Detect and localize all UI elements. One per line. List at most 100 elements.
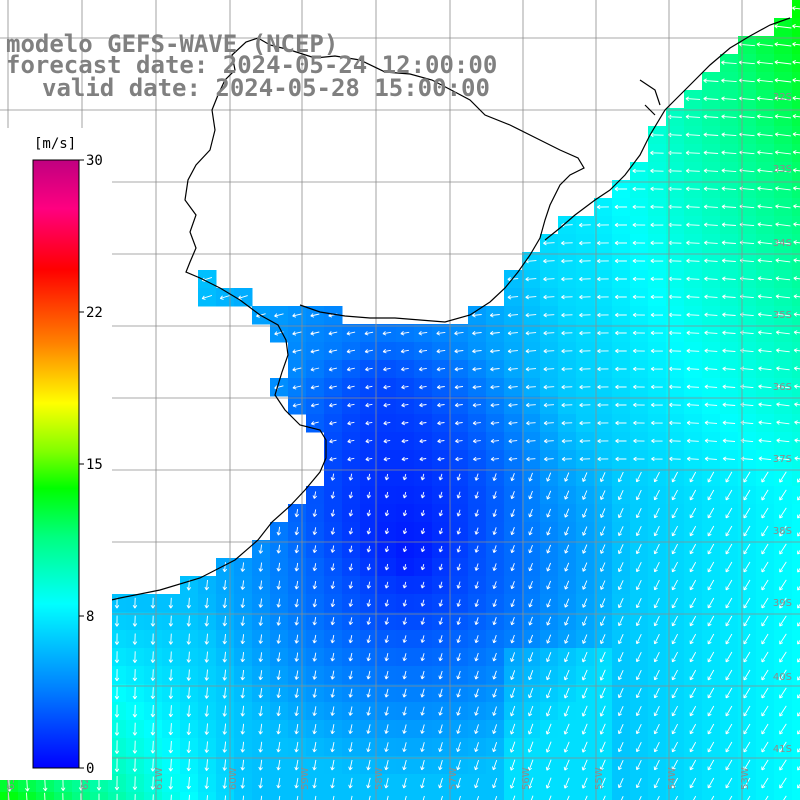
wind-arrow — [579, 276, 591, 282]
wind-arrow — [650, 330, 664, 336]
wind-arrow — [757, 294, 772, 299]
wind-arrow — [703, 78, 719, 83]
wind-arrow — [617, 670, 624, 681]
wind-cell — [432, 792, 451, 800]
wind-arrow — [689, 777, 697, 789]
wind-arrow — [600, 580, 606, 590]
wind-arrow — [653, 507, 660, 519]
wind-arrow — [132, 615, 138, 627]
wind-arrow — [490, 366, 500, 372]
wind-cell — [702, 792, 721, 800]
wind-arrow — [420, 581, 425, 589]
wind-arrow — [260, 795, 263, 800]
wind-arrow — [561, 294, 573, 300]
wind-arrow — [222, 723, 227, 735]
wind-arrow — [509, 759, 516, 771]
wind-cell — [756, 792, 775, 800]
wind-arrow — [794, 438, 800, 443]
wind-arrow — [689, 597, 697, 609]
wind-arrow — [635, 652, 642, 663]
wind-arrow — [703, 168, 719, 173]
wind-cell — [270, 792, 289, 800]
wind-arrow — [632, 276, 646, 282]
wind-arrow — [794, 420, 800, 425]
wind-cell — [792, 270, 800, 289]
wind-arrow — [418, 330, 428, 336]
wind-arrow — [543, 366, 555, 372]
wind-arrow — [779, 489, 787, 501]
wind-arrow — [168, 758, 174, 772]
wind-arrow — [274, 313, 284, 318]
wind-arrow — [384, 509, 390, 517]
wind-arrow — [597, 366, 609, 372]
wind-arrow — [797, 747, 800, 753]
wind-arrow — [419, 420, 427, 426]
longitude-label: 58W — [374, 767, 385, 790]
wind-arrow — [758, 384, 772, 389]
wind-arrow — [294, 706, 299, 717]
wind-arrow — [756, 78, 773, 83]
wind-arrow — [474, 670, 479, 680]
wind-arrow — [510, 616, 515, 626]
wind-arrow — [635, 724, 642, 735]
wind-arrow — [525, 366, 537, 372]
wind-cell — [792, 36, 800, 55]
wind-arrow — [797, 657, 800, 663]
wind-arrow — [312, 581, 318, 590]
wind-arrow — [761, 669, 769, 681]
wind-arrow — [722, 276, 736, 281]
wind-arrow — [510, 581, 515, 590]
wind-arrow — [653, 759, 660, 771]
wind-arrow — [757, 204, 773, 209]
wind-arrow — [420, 617, 425, 625]
wind-arrow — [366, 742, 371, 753]
wind-arrow — [689, 579, 697, 591]
wind-arrow — [725, 687, 733, 699]
wind-arrow — [510, 509, 515, 518]
wind-arrow — [707, 543, 715, 555]
wind-arrow — [582, 472, 588, 482]
wind-arrow — [685, 132, 701, 138]
wind-arrow — [292, 349, 302, 354]
wind-arrow — [294, 759, 299, 771]
wind-arrow — [114, 758, 120, 773]
wind-arrow — [775, 312, 790, 317]
wind-arrow — [312, 688, 317, 698]
wind-arrow — [617, 742, 624, 753]
wind-arrow — [474, 688, 479, 698]
wind-cell — [576, 792, 595, 800]
wind-arrow — [797, 495, 800, 501]
wind-arrow — [797, 639, 800, 645]
wind-arrow — [546, 652, 552, 663]
wind-arrow — [258, 741, 263, 753]
wind-arrow — [474, 617, 479, 626]
wind-arrow — [614, 204, 628, 210]
wind-arrow — [474, 545, 479, 553]
wind-arrow — [294, 634, 299, 644]
wind-arrow — [776, 348, 790, 353]
wind-arrow — [454, 366, 464, 372]
wind-arrow — [545, 669, 552, 681]
wind-arrow — [114, 740, 120, 754]
wind-arrow — [545, 687, 552, 699]
wind-cell — [792, 90, 800, 109]
wind-arrow — [722, 402, 736, 407]
wind-arrow — [761, 651, 769, 663]
wind-arrow — [722, 294, 736, 299]
wind-cell — [594, 792, 613, 800]
wind-arrow — [258, 759, 263, 771]
wind-arrow — [312, 563, 318, 572]
wind-arrow — [581, 777, 588, 789]
wind-arrow — [240, 777, 245, 789]
wind-arrow — [474, 581, 479, 589]
wind-arrow — [420, 777, 425, 789]
wind-arrow — [384, 742, 389, 753]
wind-cell — [792, 702, 800, 721]
wind-arrow — [438, 724, 443, 734]
wind-cell — [792, 792, 800, 800]
wind-arrow — [546, 526, 552, 536]
wind-arrow — [292, 313, 302, 318]
wind-arrow — [525, 384, 536, 390]
wind-arrow — [402, 759, 407, 771]
wind-arrow — [653, 651, 660, 663]
